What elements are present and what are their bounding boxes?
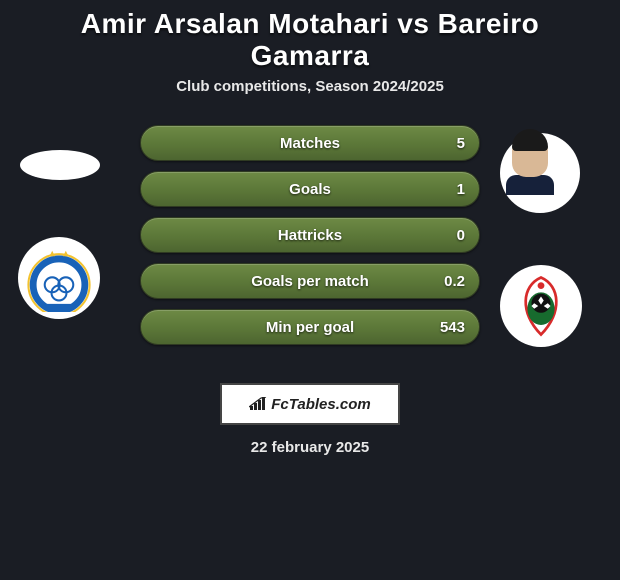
club-right-svg (507, 272, 575, 340)
page-subtitle: Club competitions, Season 2024/2025 (0, 78, 620, 95)
stat-label: Min per goal (266, 319, 354, 336)
site-label: FcTables.com (271, 396, 370, 413)
comparison-body: Matches 5 Goals 1 Hattricks 0 Goals per … (0, 125, 620, 375)
stat-row: Goals 1 (140, 171, 480, 207)
site-attribution[interactable]: FcTables.com (220, 383, 400, 425)
player-left-avatar (20, 150, 100, 180)
avatar-shoulders (506, 175, 554, 195)
club-left-logo (18, 237, 100, 319)
chart-icon (249, 397, 267, 411)
stat-row: Min per goal 543 (140, 309, 480, 345)
stat-bars: Matches 5 Goals 1 Hattricks 0 Goals per … (140, 125, 480, 355)
player-right-avatar (500, 133, 580, 213)
stat-right-value: 5 (457, 135, 465, 152)
stat-right-value: 1 (457, 181, 465, 198)
stat-label: Matches (280, 135, 340, 152)
stat-right-value: 0 (457, 227, 465, 244)
stat-right-value: 0.2 (444, 273, 465, 290)
stat-label: Hattricks (278, 227, 342, 244)
avatar-hair (512, 129, 548, 151)
stat-row: Matches 5 (140, 125, 480, 161)
stat-row: Goals per match 0.2 (140, 263, 480, 299)
stat-label: Goals per match (251, 273, 369, 290)
avatar-head (512, 133, 548, 177)
comparison-card: Amir Arsalan Motahari vs Bareiro Gamarra… (0, 0, 620, 450)
stat-label: Goals (289, 181, 331, 198)
page-title: Amir Arsalan Motahari vs Bareiro Gamarra (0, 8, 620, 72)
date-label: 22 february 2025 (0, 439, 620, 456)
player-right-avatar-inner (500, 133, 580, 193)
club-right-logo (500, 265, 582, 347)
club-left-svg (25, 244, 93, 312)
stat-row: Hattricks 0 (140, 217, 480, 253)
stat-right-value: 543 (440, 319, 465, 336)
